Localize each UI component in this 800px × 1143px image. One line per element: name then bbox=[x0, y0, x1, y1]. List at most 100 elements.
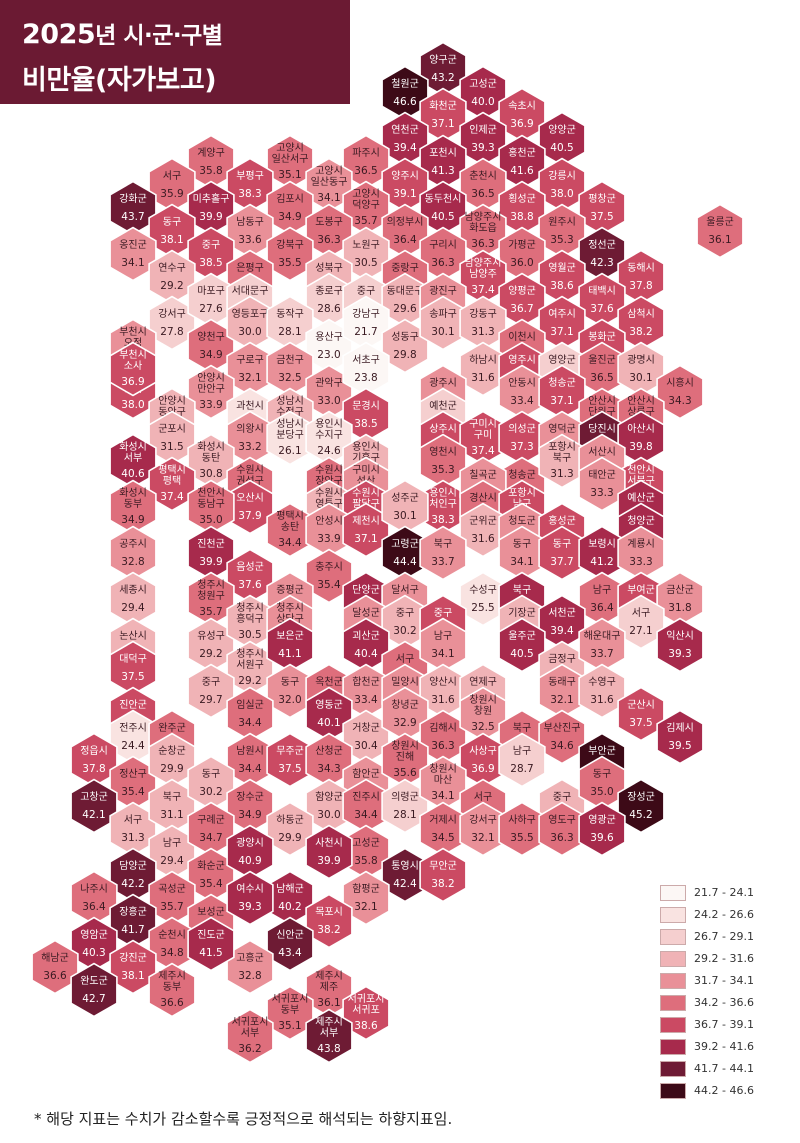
region-hex: 영광군 39.6 bbox=[578, 801, 626, 857]
region-value: 32.8 bbox=[238, 970, 261, 982]
region-value: 39.6 bbox=[590, 832, 614, 844]
region-name: 안산시 bbox=[627, 395, 655, 407]
region-name: 부평구 bbox=[236, 170, 264, 182]
region-value: 40.3 bbox=[82, 947, 105, 959]
region-value: 38.3 bbox=[238, 188, 261, 200]
region-name: 충주시 bbox=[315, 561, 343, 573]
region-hex: 남원시 34.4 bbox=[226, 732, 274, 788]
region-hex: 중구 29.7 bbox=[187, 663, 235, 719]
region-name: 창원시 bbox=[429, 763, 457, 775]
region-value: 29.7 bbox=[199, 694, 222, 706]
region-value: 30.0 bbox=[238, 326, 261, 338]
region-value: 34.1 bbox=[431, 648, 454, 660]
region-hex: 영천시 35.3 bbox=[419, 433, 467, 489]
region-hex: 파주시 36.5 bbox=[342, 134, 390, 190]
region-value: 32.0 bbox=[278, 694, 301, 706]
region-value: 23.8 bbox=[354, 372, 377, 384]
legend-row: 26.7 - 29.1 bbox=[660, 928, 795, 947]
region-name: 합천군 bbox=[352, 676, 380, 688]
region-hex: 동대문구 29.6 bbox=[381, 272, 429, 328]
region-hex: 통영시 42.4 bbox=[381, 847, 429, 903]
region-value: 43.8 bbox=[317, 1043, 340, 1055]
region-hex-shape bbox=[109, 939, 157, 995]
region-hex: 정산구 35.4 bbox=[109, 755, 157, 811]
region-name: 파주시 bbox=[352, 147, 380, 159]
region-name: 홍천군 bbox=[508, 146, 536, 159]
region-hex: 화순군 35.4 bbox=[187, 847, 235, 903]
legend-row: 39.2 - 41.6 bbox=[660, 1038, 795, 1057]
region-value: 34.1 bbox=[317, 192, 340, 204]
region-name: 김제시 bbox=[666, 722, 694, 734]
legend-swatch bbox=[660, 907, 686, 923]
region-name: 옹진군 bbox=[119, 239, 147, 251]
region-hex-shape bbox=[148, 962, 196, 1018]
region-value: 37.1 bbox=[431, 118, 454, 130]
region-name: 수영구 bbox=[588, 676, 616, 688]
region-value: 37.7 bbox=[550, 556, 573, 568]
region-hex: 강진군 38.1 bbox=[109, 939, 157, 995]
region-hex: 정선군 42.3 bbox=[578, 226, 626, 282]
region-hex: 거창군 30.4 bbox=[342, 709, 390, 765]
region-name: 익산시 bbox=[666, 630, 694, 642]
region-value: 42.2 bbox=[121, 878, 144, 890]
region-value: 36.4 bbox=[393, 234, 417, 246]
region-name: 강북구 bbox=[276, 239, 304, 251]
region-value: 36.6 bbox=[43, 970, 67, 982]
legend-range: 44.2 - 46.6 bbox=[694, 1084, 754, 1097]
region-name: 동부 bbox=[124, 498, 142, 510]
region-value: 29.6 bbox=[393, 303, 417, 315]
region-name: 정선군 bbox=[588, 239, 616, 251]
region-value: 40.9 bbox=[238, 855, 261, 867]
region-value: 36.0 bbox=[510, 257, 533, 269]
region-hex-shape bbox=[305, 893, 353, 949]
region-hex-shape bbox=[498, 410, 546, 466]
region-value: 37.6 bbox=[238, 579, 262, 591]
region-value: 37.9 bbox=[238, 510, 261, 522]
region-hex: 하남시 31.6 bbox=[459, 341, 507, 397]
region-name: 창원시 bbox=[391, 740, 419, 752]
region-name: 함양군 bbox=[315, 791, 343, 803]
region-name: 수원시 bbox=[236, 464, 264, 476]
region-name: 군위군 bbox=[469, 514, 497, 527]
region-hex: 무안군 38.2 bbox=[419, 847, 467, 903]
region-name: 구미시 bbox=[469, 418, 497, 430]
region-value: 29.2 bbox=[199, 648, 222, 660]
region-name: 안성시 bbox=[315, 515, 343, 527]
region-value: 30.2 bbox=[393, 625, 416, 637]
region-value: 29.4 bbox=[121, 602, 145, 614]
region-value: 35.1 bbox=[278, 1020, 301, 1032]
region-value: 36.9 bbox=[471, 763, 494, 775]
region-hex-shape bbox=[187, 663, 235, 719]
region-hex-shape bbox=[266, 226, 314, 282]
region-value: 34.4 bbox=[278, 537, 302, 549]
region-name: 강화군 bbox=[119, 193, 147, 205]
region-value: 30.1 bbox=[393, 510, 416, 522]
region-hex: 포천시 41.3 bbox=[419, 134, 467, 190]
region-hex: 옹진군 34.1 bbox=[109, 226, 157, 282]
region-name: 서구 bbox=[396, 653, 414, 665]
region-name: 서부 bbox=[320, 1027, 338, 1039]
region-hex: 영동군 40.1 bbox=[305, 686, 353, 742]
region-value: 39.4 bbox=[550, 625, 574, 637]
region-value: 37.6 bbox=[590, 303, 614, 315]
region-value: 28.1 bbox=[393, 809, 416, 821]
region-name: 동구 bbox=[202, 768, 220, 780]
region-value: 40.2 bbox=[278, 901, 301, 913]
region-name: 제주시 bbox=[315, 1016, 343, 1028]
region-hex: 계룡시 33.3 bbox=[617, 525, 665, 581]
region-name: 광진구 bbox=[429, 285, 457, 297]
region-name: 고양시 bbox=[315, 165, 343, 177]
region-value: 35.0 bbox=[590, 786, 613, 798]
region-name: 군산시 bbox=[627, 699, 655, 711]
region-value: 34.9 bbox=[238, 809, 261, 821]
region-hex: 강릉시 38.0 bbox=[538, 157, 586, 213]
region-value: 34.6 bbox=[550, 740, 574, 752]
region-hex: 동구 35.0 bbox=[578, 755, 626, 811]
region-name: 영동군 bbox=[315, 699, 343, 711]
